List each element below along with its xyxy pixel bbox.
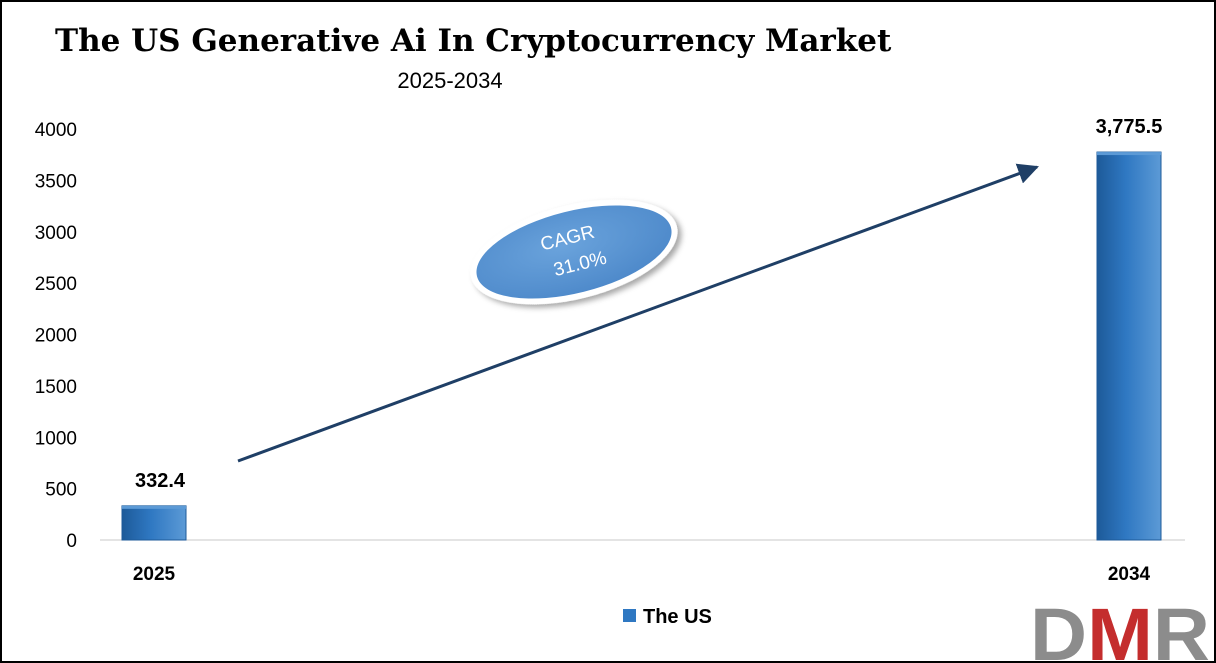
dmr-logo: DMR [1030,593,1210,663]
y-tick-label: 1500 [35,377,77,398]
legend-swatch [623,609,636,622]
legend-label: The US [643,606,712,628]
y-tick-label: 1000 [35,428,77,449]
y-tick-label: 3500 [35,171,77,192]
x-axis: 2025 2034 [133,564,1151,585]
chart-subtitle: 2025-2034 [397,68,502,93]
y-axis: 0 500 1000 1500 2000 2500 3000 3500 4000 [35,120,77,552]
y-tick-label: 2000 [35,326,77,347]
bars-group [121,151,1162,541]
data-label: 332.4 [135,470,186,492]
bar-top-highlight [1097,152,1161,156]
x-tick-label: 2034 [1108,564,1151,585]
cagr-callout: CAGR 31.0% [470,199,678,305]
y-tick-label: 3000 [35,223,77,244]
logo-letter: D [1030,593,1087,663]
bar-2025 [121,505,187,541]
y-tick-label: 500 [45,480,77,501]
growth-arrow [237,163,1039,463]
logo-letter: R [1153,593,1210,663]
logo-letter: M [1087,593,1153,663]
data-label: 3,775.5 [1096,116,1163,138]
x-tick-label: 2025 [133,564,176,585]
data-labels: 332.4 3,775.5 [135,116,1162,492]
logo-text: DMR [1030,593,1210,663]
chart-title: The US Generative Ai In Cryptocurrency M… [55,23,892,59]
y-tick-label: 2500 [35,274,77,295]
bar-top-highlight [122,505,186,509]
y-tick-label: 0 [66,531,77,552]
y-tick-label: 4000 [35,120,77,141]
legend: The US [623,606,712,628]
bar-2034 [1096,151,1162,541]
